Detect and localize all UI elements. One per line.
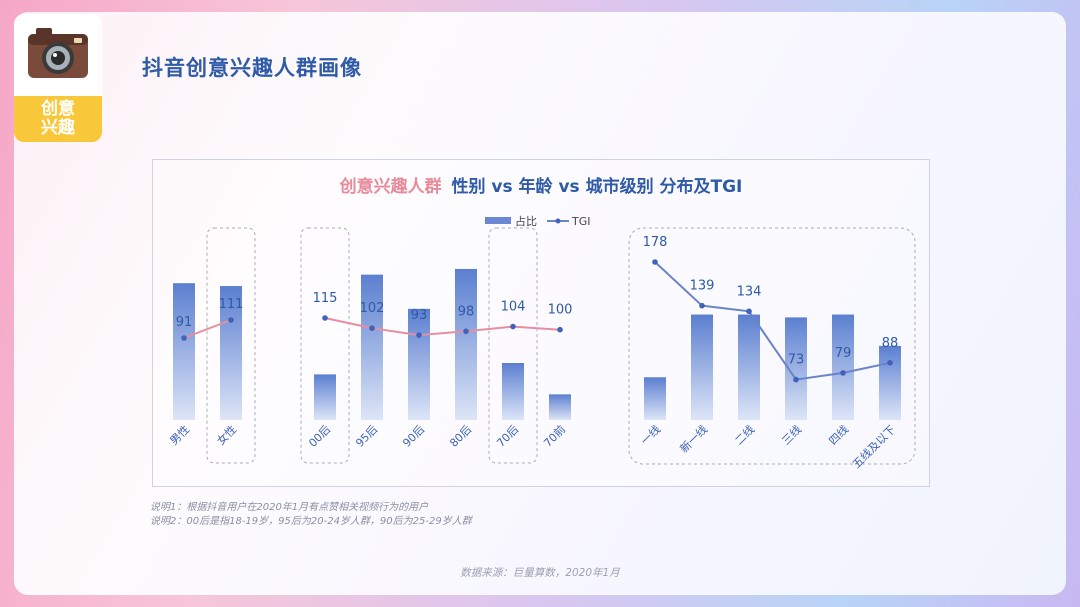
highlight-frame-city — [628, 227, 916, 465]
tgi-point-city-0 — [652, 259, 658, 265]
tgi-point-city-3 — [793, 376, 799, 383]
category-label-city-1: 新一线 — [677, 422, 710, 455]
category-label-city-2: 二线 — [732, 422, 757, 447]
tgi-value-city-4: 79 — [835, 346, 852, 361]
tgi-value-age-2: 93 — [411, 308, 428, 323]
tgi-value-city-3: 73 — [788, 353, 805, 368]
tgi-point-age-4 — [510, 323, 516, 330]
tgi-line-city — [654, 261, 891, 381]
tgi-value-city-1: 139 — [690, 279, 715, 294]
category-label-age-2: 90后 — [400, 423, 427, 450]
badge-label-line2: 兴趣 — [41, 118, 75, 138]
tgi-point-age-0 — [322, 315, 328, 321]
tgi-point-city-2 — [746, 308, 752, 315]
category-label-age-1: 95后 — [353, 423, 380, 450]
tgi-point-age-5 — [557, 326, 563, 333]
category-label-city-4: 四线 — [826, 422, 851, 447]
legend-bar-label: 占比 — [515, 214, 537, 228]
bar-age-5 — [549, 394, 571, 420]
highlight-frame-0 — [206, 227, 256, 464]
badge-label: 创意 兴趣 — [14, 96, 102, 142]
data-source: 数据来源：巨量算数，2020年1月 — [460, 567, 620, 579]
tgi-value-city-0: 178 — [643, 235, 668, 250]
category-label-age-3: 80后 — [447, 423, 474, 450]
tgi-value-city-2: 134 — [737, 284, 762, 299]
category-label-city-0: 一线 — [638, 422, 663, 447]
tgi-point-city-1 — [699, 302, 705, 309]
chart: 创意兴趣人群 性别 vs 年龄 vs 城市级别 分布及TGI 占比 TGI 男性… — [167, 176, 916, 471]
chart-title-rest: 性别 vs 年龄 vs 城市级别 分布及TGI — [452, 176, 743, 197]
bars — [173, 268, 901, 420]
tgi-point-city-4 — [840, 370, 846, 376]
bar-age-4 — [502, 363, 524, 420]
labels: 男性 女性 91 111 00后 95后 90后 80后 70后 70前 115 102 93 98 104… — [167, 235, 899, 471]
category-badge: 创意 兴趣 — [14, 14, 102, 142]
tgi-value-age-0: 115 — [313, 291, 338, 306]
tgi-value-age-3: 98 — [458, 304, 475, 319]
bar-age-1 — [361, 274, 383, 420]
tgi-point-age-1 — [369, 325, 375, 331]
badge-label-line1: 创意 — [41, 99, 75, 119]
bar-age-2 — [408, 308, 430, 420]
bar-age-3 — [455, 268, 477, 420]
category-label-age-4: 70后 — [494, 423, 521, 450]
tgi-point-age-2 — [416, 332, 422, 338]
tgi-value-age-1: 102 — [360, 301, 385, 316]
chart-frame: 创意兴趣人群 性别 vs 年龄 vs 城市级别 分布及TGI 占比 TGI 男性… — [152, 159, 930, 487]
camera-icon — [14, 14, 102, 96]
highlight-frame-2 — [488, 227, 538, 464]
category-label-city-3: 三线 — [779, 422, 804, 447]
bar-city-0 — [644, 377, 666, 420]
note-2: 说明2：00后是指18-19岁，95后为20-24岁人群，90后为25-29岁人… — [150, 516, 472, 527]
category-label-gender-1: 女性 — [214, 422, 239, 447]
tgi-point-city-5 — [887, 360, 893, 366]
tgi-line-age — [324, 317, 561, 337]
tgi-value-age-5: 100 — [548, 303, 573, 318]
page-title: 抖音创意兴趣人群画像 — [142, 56, 362, 80]
note-1: 说明1：根据抖音用户在2020年1月有点赞相关视频行为的用户 — [150, 502, 429, 513]
chart-title-highlight: 创意兴趣人群 — [339, 176, 442, 197]
tgi-point-gender-0 — [181, 335, 187, 341]
bar-city-4 — [832, 314, 854, 420]
tgi-lines — [181, 259, 893, 383]
legend: 占比 TGI — [485, 214, 591, 228]
category-label-gender-0: 男性 — [167, 422, 192, 447]
tgi-value-city-5: 88 — [882, 336, 899, 351]
tgi-value-age-4: 104 — [501, 300, 526, 315]
tgi-point-age-3 — [463, 328, 469, 335]
category-label-age-5: 70前 — [541, 422, 569, 450]
category-label-age-0: 00后 — [306, 423, 333, 450]
legend-line-dot — [555, 218, 561, 224]
tgi-value-gender-0: 91 — [176, 315, 193, 330]
highlight-frame-1 — [300, 227, 350, 464]
bar-gender-1 — [220, 286, 242, 420]
bar-gender-0 — [173, 283, 195, 420]
tgi-value-gender-1: 111 — [219, 297, 244, 312]
bar-city-1 — [691, 314, 713, 420]
tgi-line-gender — [183, 319, 232, 339]
bar-city-3 — [785, 317, 807, 420]
tgi-point-gender-1 — [228, 317, 234, 323]
bar-age-0 — [314, 374, 336, 420]
bar-city-5 — [879, 345, 901, 420]
bar-city-2 — [738, 314, 760, 420]
legend-line-label: TGI — [571, 215, 591, 228]
legend-bar-swatch — [485, 217, 511, 224]
highlight-frames — [206, 227, 916, 465]
chart-title: 创意兴趣人群 性别 vs 年龄 vs 城市级别 分布及TGI — [339, 176, 743, 197]
